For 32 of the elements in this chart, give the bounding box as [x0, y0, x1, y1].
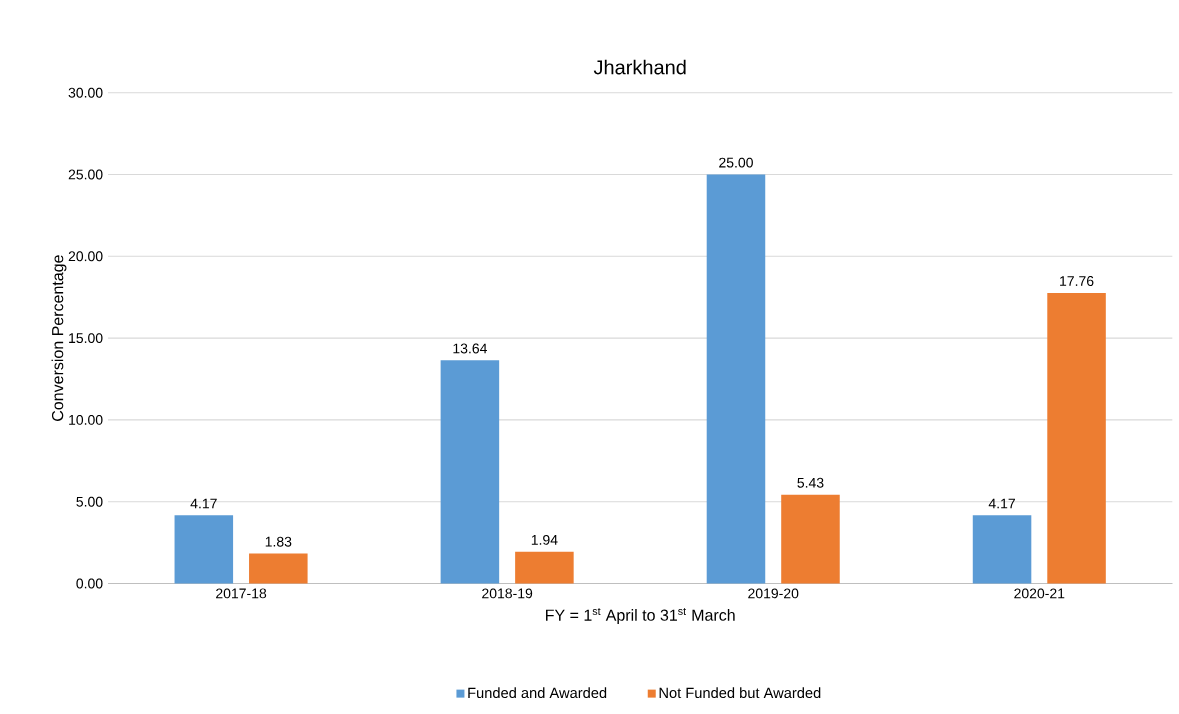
data-label: 1.83	[265, 536, 292, 547]
x-tick-label: 2018-19	[482, 588, 533, 599]
bar	[781, 494, 840, 584]
bar	[515, 551, 574, 584]
data-label: 5.43	[797, 478, 824, 488]
bar	[1047, 293, 1106, 584]
bar	[249, 553, 308, 584]
bar	[174, 515, 234, 584]
y-tick-label: 30.00	[68, 87, 103, 98]
y-tick-label: 20.00	[68, 251, 103, 262]
data-label: 13.64	[453, 343, 487, 354]
y-tick-label: 5.00	[76, 496, 103, 507]
y-tick-label: 0.00	[76, 578, 103, 589]
data-label: 1.94	[531, 535, 558, 546]
x-tick-label: 2020-21	[1014, 588, 1065, 599]
x-tick-label: 2019-20	[748, 588, 799, 599]
bar	[440, 360, 500, 584]
legend-label: Not Funded but Awarded	[659, 687, 821, 699]
y-tick-label: 25.00	[68, 169, 103, 180]
legend-label: Funded and Awarded	[468, 687, 607, 699]
x-axis-title: FY = 1$^{st}$ April to 31$^{st}$ March	[546, 608, 735, 625]
y-tick-label: 10.00	[69, 415, 103, 426]
chart-title: Jharkhand	[593, 59, 686, 75]
x-tick-label: 2017-18	[216, 588, 267, 599]
bar	[972, 515, 1032, 584]
y-axis-title: Conversion Percentage	[51, 255, 67, 422]
data-label: 25.00	[719, 157, 753, 168]
y-tick-label: 15.00	[69, 333, 103, 344]
data-label: 17.76	[1060, 276, 1094, 287]
bar	[706, 174, 766, 584]
data-label: 4.17	[988, 498, 1015, 509]
data-label: 4.17	[190, 498, 217, 509]
